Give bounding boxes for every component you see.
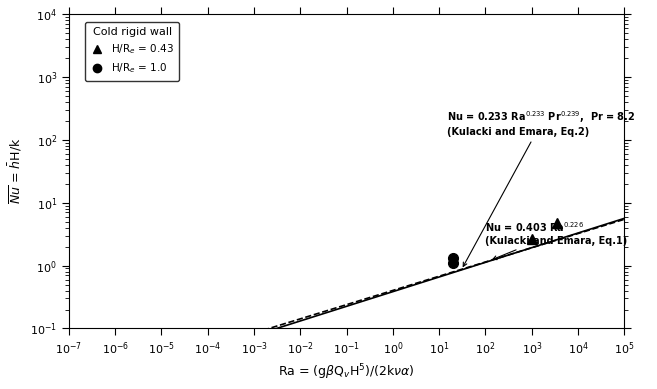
Y-axis label: $\overline{Nu}$ = $\bar{h}$H/k: $\overline{Nu}$ = $\bar{h}$H/k: [7, 138, 24, 205]
Text: Nu = 0.403 Ra$^{0.226}$
(Kulacki and Emara, Eq.1): Nu = 0.403 Ra$^{0.226}$ (Kulacki and Ema…: [486, 221, 627, 259]
X-axis label: Ra = (g$\beta$Q$_v$H$^5$)/(2k$\nu\alpha$): Ra = (g$\beta$Q$_v$H$^5$)/(2k$\nu\alpha$…: [279, 363, 415, 382]
Text: Nu = 0.233 Ra$^{0.233}$ Pr$^{0.239}$,  Pr = 8.2
(Kulacki and Emara, Eq.2): Nu = 0.233 Ra$^{0.233}$ Pr$^{0.239}$, Pr…: [447, 109, 635, 266]
Legend: H/R$_e$ = 0.43, H/R$_e$ = 1.0: H/R$_e$ = 0.43, H/R$_e$ = 1.0: [85, 22, 179, 81]
